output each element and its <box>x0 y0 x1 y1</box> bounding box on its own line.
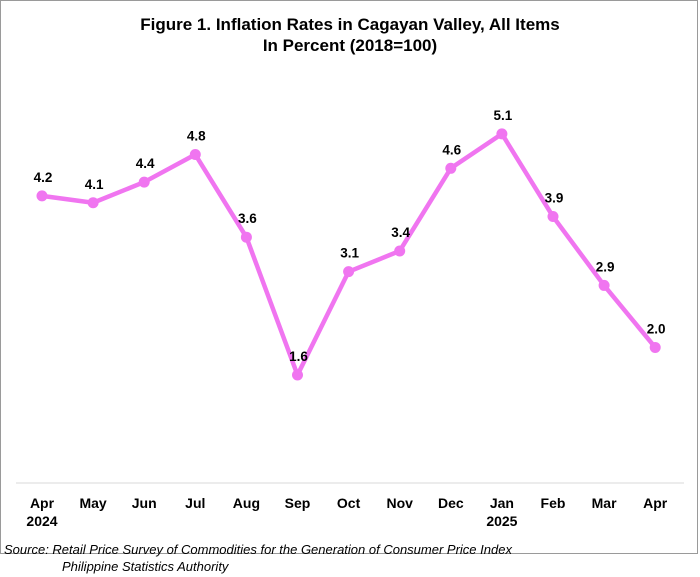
chart-subtitle: In Percent (2018=100) <box>262 36 438 55</box>
data-point <box>240 231 252 243</box>
data-label: 3.4 <box>391 225 410 240</box>
x-axis-ticks: Apr 2024 May Jun Jul Aug Sep Oct Nov Dec Jan 2025 Fe… <box>26 495 667 529</box>
data-label: 2.9 <box>596 259 615 274</box>
x-tick-label: Dec <box>438 495 464 511</box>
x-tick-label: Sep <box>285 495 311 511</box>
data-point <box>445 162 457 174</box>
data-point <box>547 211 559 223</box>
x-tick-year-label: 2024 <box>26 513 57 529</box>
data-label: 5.1 <box>494 108 513 123</box>
x-tick-label: Apr <box>30 495 55 511</box>
x-tick-label: May <box>79 495 106 511</box>
data-point <box>496 128 508 140</box>
chart-title: Figure 1. Inflation Rates in Cagayan Val… <box>140 15 560 34</box>
x-tick-label: Feb <box>541 495 566 511</box>
x-tick-label: Apr <box>643 495 668 511</box>
data-point <box>598 279 610 291</box>
data-label: 4.1 <box>85 177 104 192</box>
data-label: 4.2 <box>34 170 53 185</box>
chart-title-block: Figure 1. Inflation Rates in Cagayan Val… <box>0 14 700 56</box>
x-tick-label: Mar <box>592 495 617 511</box>
data-label: 3.1 <box>340 246 359 261</box>
line-chart: 4.2 4.14.44.83.61.63.13.44.65.13.92.92.0 … <box>16 108 684 529</box>
data-label: 4.8 <box>187 129 206 144</box>
data-points <box>36 128 661 381</box>
x-tick-label: Nov <box>386 495 413 511</box>
x-tick-label: Aug <box>233 495 260 511</box>
data-label: 1.6 <box>289 349 308 364</box>
data-label: 2.0 <box>647 321 666 336</box>
source-line-2: Philippine Statistics Authority <box>62 559 229 574</box>
data-labels: 4.2 4.1 4.4 4.8 3.6 1.6 3.1 3.4 4.6 5.1 3.9 2.9 2.0 <box>34 108 666 364</box>
data-label: 3.6 <box>238 211 257 226</box>
data-point <box>189 149 201 161</box>
x-tick-label: Oct <box>337 495 361 511</box>
data-label: 4.6 <box>442 142 461 157</box>
x-tick-label: Jul <box>185 495 205 511</box>
data-point <box>138 176 150 188</box>
x-tick-year-label: 2025 <box>486 513 517 529</box>
source-note: Source: Retail Price Survey of Commoditi… <box>4 541 512 575</box>
data-point <box>292 369 303 381</box>
data-label: 4.4 <box>136 156 155 171</box>
data-point <box>343 266 355 278</box>
data-label: 3.9 <box>545 191 564 206</box>
x-tick-label: Jun <box>132 495 157 511</box>
x-tick-label: Jan <box>490 495 514 511</box>
data-point <box>394 245 406 257</box>
source-line-1: Source: Retail Price Survey of Commoditi… <box>4 542 512 557</box>
data-point <box>87 197 99 209</box>
data-point <box>649 341 661 353</box>
data-point <box>36 190 48 202</box>
